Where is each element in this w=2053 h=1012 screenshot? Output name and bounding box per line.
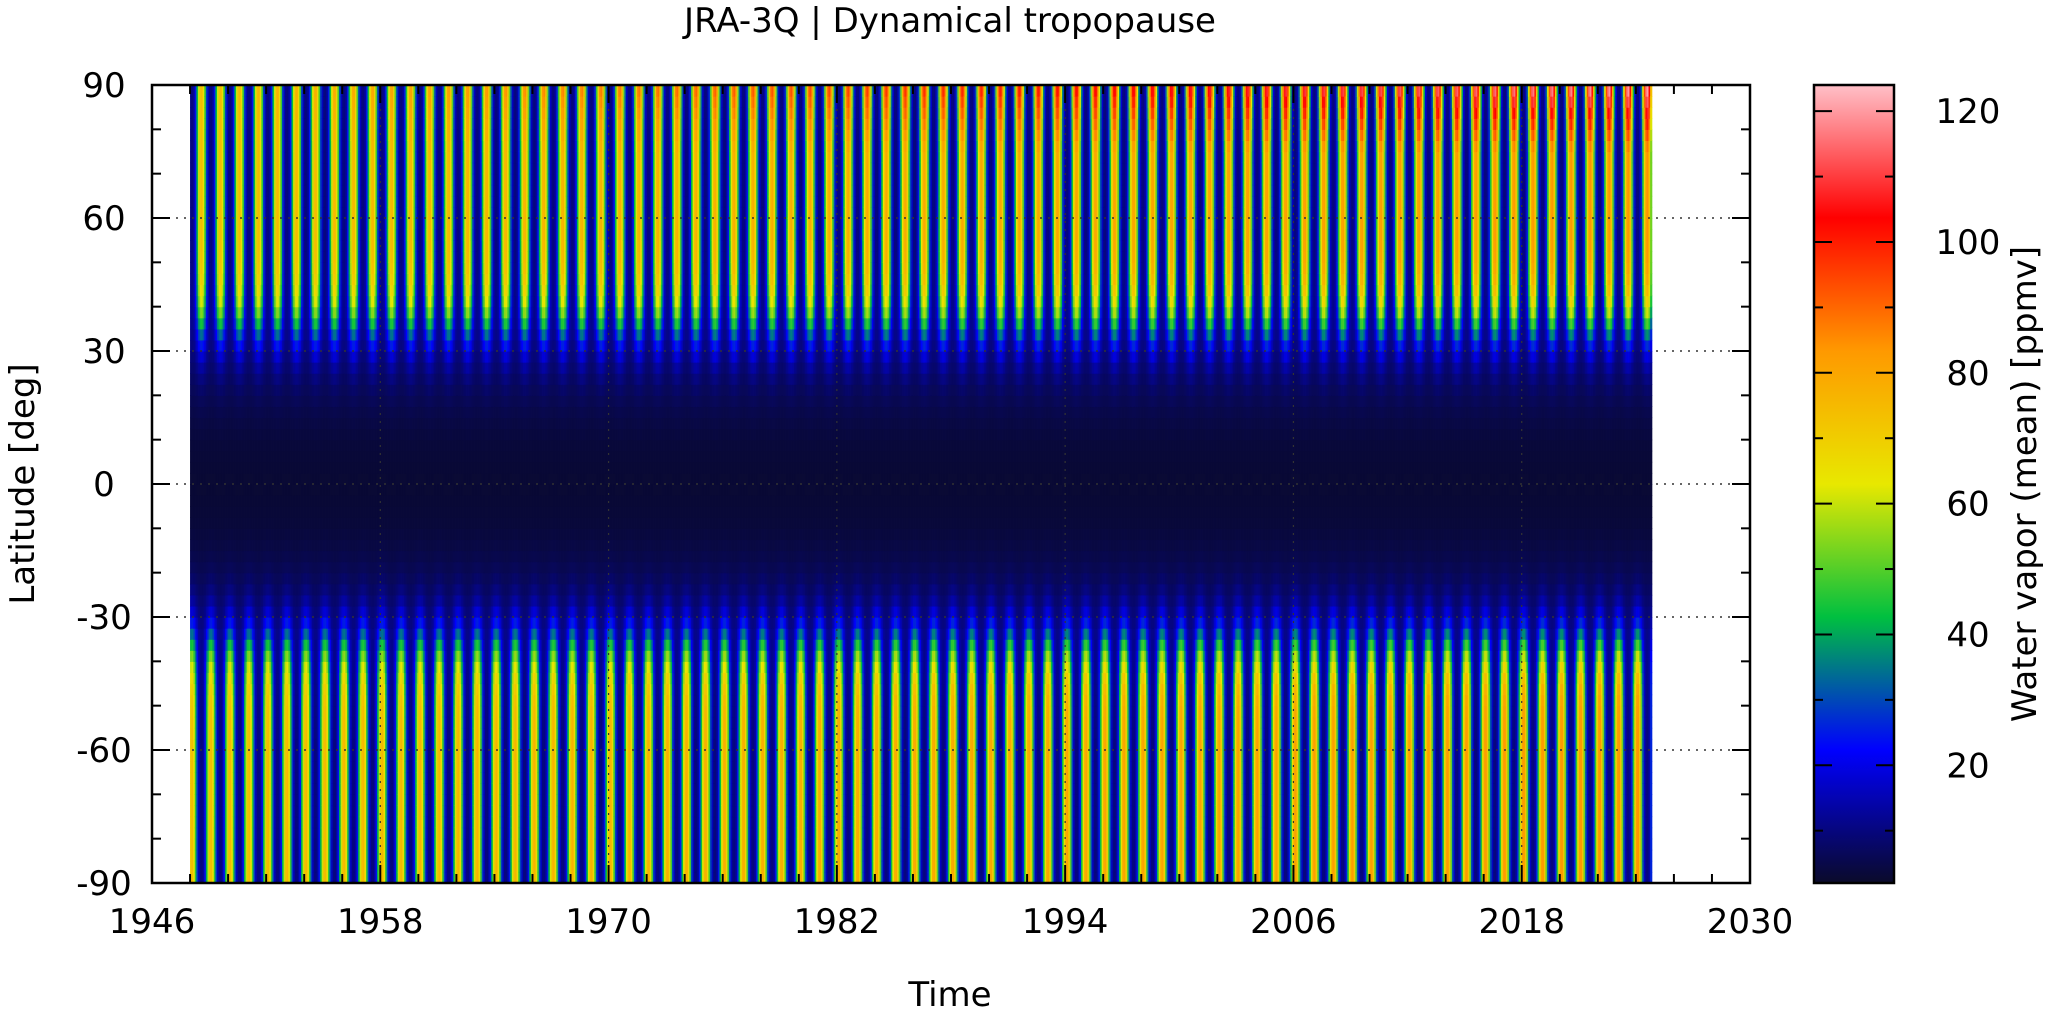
chart-title: JRA-3Q | Dynamical tropopause [682, 1, 1216, 41]
